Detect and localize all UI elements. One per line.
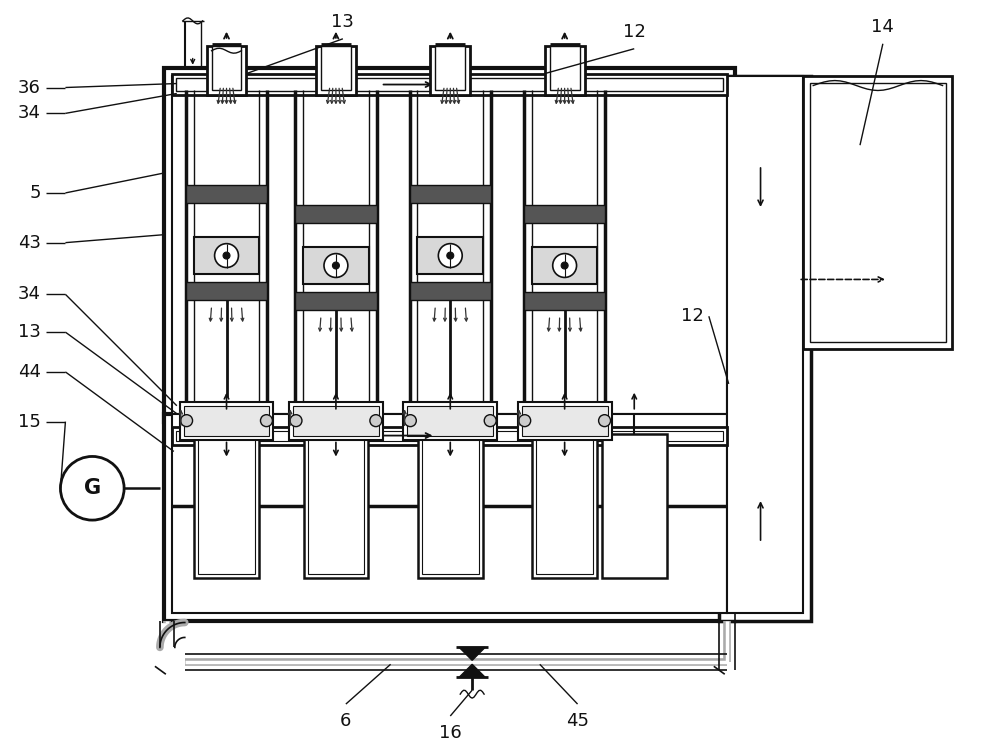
Bar [536,438,593,574]
Circle shape [553,254,577,278]
Bar [407,406,493,436]
Text: 6: 6 [340,712,352,730]
Bar [524,292,605,310]
Text: 36: 36 [18,78,41,96]
Bar [308,438,364,574]
Text: 14: 14 [871,18,894,36]
Circle shape [223,252,230,259]
Bar [212,46,241,90]
Circle shape [447,252,454,259]
Bar [545,46,585,95]
Bar [176,430,723,441]
Circle shape [290,415,302,427]
Bar [172,427,727,445]
Bar [727,75,803,612]
Bar [410,185,491,203]
Bar [172,74,727,95]
Bar [295,292,377,310]
Circle shape [324,254,348,278]
Bar [522,406,608,436]
Text: 5: 5 [29,184,41,202]
Bar [295,205,377,223]
Circle shape [370,415,382,427]
Bar [293,406,379,436]
Text: 34: 34 [18,104,41,122]
Bar [435,46,465,90]
Circle shape [484,415,496,427]
Text: 12: 12 [681,307,704,325]
Bar [532,247,597,284]
Bar [719,75,811,621]
Bar [418,433,483,577]
Bar [289,402,383,439]
Bar [810,83,946,342]
Text: 15: 15 [18,413,41,430]
Bar [518,402,612,439]
Bar [304,433,368,577]
Circle shape [181,415,193,427]
Bar [602,433,667,577]
Text: 16: 16 [439,724,462,742]
Bar [164,414,735,621]
Bar [207,46,246,95]
Bar [303,247,369,284]
Bar [180,402,273,439]
Text: 44: 44 [18,363,41,381]
Bar [524,205,605,223]
Bar [176,78,723,92]
Text: 12: 12 [623,23,646,41]
Bar [430,46,470,95]
Polygon shape [459,664,485,677]
Circle shape [332,262,339,269]
Bar [164,68,735,421]
Bar [186,185,267,203]
Bar [172,414,727,612]
Bar [194,236,259,275]
Bar [803,75,952,349]
Bar [403,402,497,439]
Text: 45: 45 [566,712,589,730]
Circle shape [599,415,611,427]
Bar [550,46,580,90]
Text: 34: 34 [18,286,41,304]
Text: 43: 43 [18,233,41,251]
Circle shape [60,457,124,520]
Circle shape [404,415,416,427]
Polygon shape [459,648,485,660]
Circle shape [215,244,238,268]
Bar [186,283,267,301]
Circle shape [438,244,462,268]
Bar [172,75,727,414]
Bar [532,433,597,577]
Bar [184,406,269,436]
Bar [316,46,356,95]
Circle shape [260,415,272,427]
Circle shape [561,262,568,269]
Bar [198,438,255,574]
Circle shape [519,415,531,427]
Text: 13: 13 [18,323,41,341]
Text: 13: 13 [331,13,354,31]
Bar [417,236,483,275]
Text: G: G [84,478,101,498]
Bar [422,438,479,574]
Bar [321,46,351,90]
Bar [194,433,259,577]
Bar [410,283,491,301]
